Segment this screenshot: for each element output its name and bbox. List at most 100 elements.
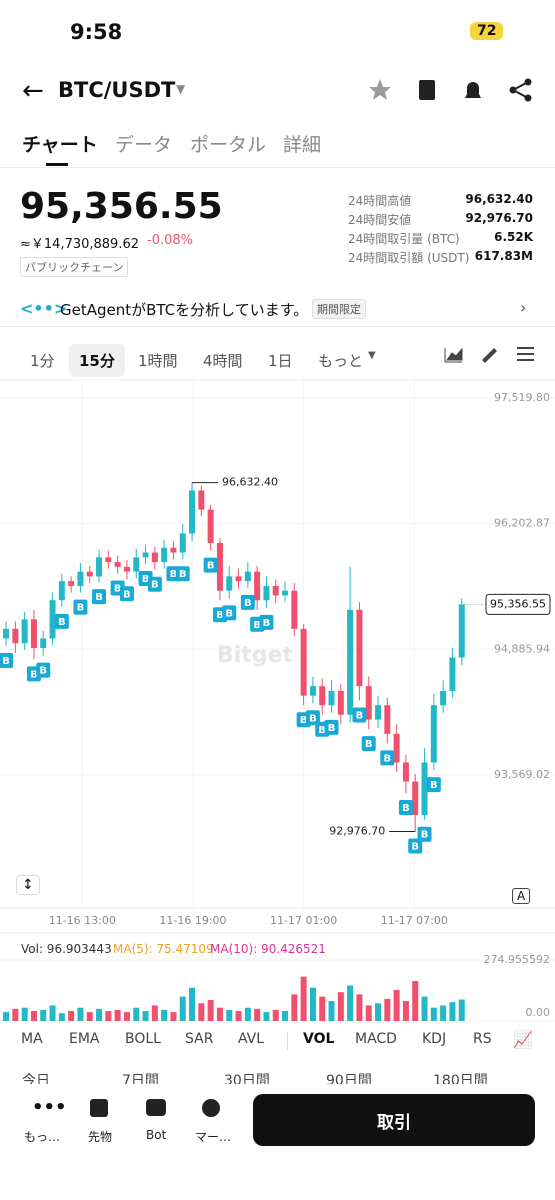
pair-title[interactable]: BTC/USDT [58,78,176,102]
candle-body [440,690,447,706]
marker-box [417,826,432,842]
marker-box [73,599,88,615]
candle-body [96,557,103,577]
stat-label: 24時間安値 [348,213,412,227]
nav-item[interactable]: Bot [146,1128,167,1142]
volume-bar [216,1007,223,1021]
candle-body [151,552,158,563]
volume-bar [77,1007,84,1021]
indicator[interactable]: RS [473,1031,492,1047]
interval[interactable]: 15分 [69,344,125,377]
tab[interactable]: 詳細 [283,134,322,156]
indicator[interactable]: VOL [303,1031,335,1047]
marker-label: B [365,739,373,750]
auto-button[interactable]: A [512,888,531,904]
stat-value: 92,976.70 [465,211,533,225]
volume-bar [30,1011,37,1021]
indicator[interactable]: MA [21,1031,43,1047]
volume-bar [207,999,214,1021]
marker-box [240,594,255,610]
marker-label: B [309,713,317,724]
candle-body [12,628,19,644]
agent-text[interactable]: GetAgentがBTCを分析しています。 [60,301,309,319]
trade-marker: B [0,653,14,669]
trade-marker: B [380,750,395,766]
share-icon[interactable] [509,78,532,102]
volume-bar [105,1011,112,1021]
volume-bar [440,1005,447,1021]
candle-body [40,638,47,648]
low-marker-label: 92,976.70 [329,824,385,837]
divider [0,167,555,168]
volume-bar [319,996,326,1021]
trade-marker: B [222,605,237,621]
candle-body [430,705,437,763]
scale-toggle[interactable]: ↕ [16,875,40,895]
alert-icon[interactable] [465,82,481,98]
indicator[interactable]: EMA [69,1031,100,1047]
volume-bar [365,1005,372,1021]
marker-box [203,557,218,573]
indicator[interactable]: KDJ [422,1031,447,1047]
chart-type-icon[interactable] [444,347,463,363]
pair-dropdown[interactable]: ▼ [176,82,186,96]
settings-icon[interactable] [517,347,534,361]
interval[interactable]: 1日 [268,352,293,370]
tab[interactable]: チャート [22,134,98,156]
candle-body [393,733,400,763]
interval[interactable]: 1分 [30,352,55,370]
candle-body [328,690,335,706]
header-icons [369,78,532,102]
volume-bar [291,994,298,1021]
marker-label: B [151,580,159,591]
trade-button[interactable]: 取引 [253,1094,535,1146]
volume-bar [272,1009,279,1021]
nav-icon [146,1099,166,1116]
interval[interactable]: 1時間 [138,352,178,370]
marker-label: B [263,618,271,629]
back-button[interactable]: ← [22,76,44,106]
volume-bar [282,1011,289,1021]
marker-label: B [356,710,364,721]
nav-item[interactable]: マー… [195,1130,232,1144]
indicator-settings[interactable]: 📈 [513,1030,533,1049]
candle-body [77,571,84,586]
agent-badge: 期間限定 [312,299,366,319]
stat-value: 6.52K [494,230,533,244]
agent-arrow[interactable]: › [520,298,527,317]
interval[interactable]: もっと [318,352,364,370]
nav-item[interactable]: 先物 [88,1130,113,1144]
nav-item[interactable]: もっ… [24,1130,61,1144]
volume-bar [375,1003,382,1021]
chain-tag[interactable]: パブリックチェーン [20,257,129,277]
indicator[interactable]: BOLL [125,1031,161,1047]
interval[interactable]: 4時間 [203,352,243,370]
favorite-icon[interactable] [369,79,391,100]
marker-box [54,613,69,629]
marker-label: B [123,589,131,600]
indicator[interactable]: AVL [238,1031,265,1047]
notes-icon[interactable] [419,80,435,100]
candle-body [254,571,261,601]
candle-body [384,705,391,734]
draw-icon[interactable] [482,348,497,363]
indicator[interactable]: SAR [185,1031,214,1047]
candle-body [207,509,214,543]
y-tick-label: 96,202.87 [494,517,550,530]
marker-box [259,614,274,630]
price-change: -0.08% [147,233,193,248]
indicator[interactable]: MACD [355,1031,397,1047]
candle-body [161,547,168,563]
volume-bar [21,1007,28,1021]
tab[interactable]: ポータル [190,134,267,156]
volume-bar [133,1007,140,1021]
marker-label: B [300,715,308,726]
candle-body [356,609,363,687]
candle-body [142,552,149,558]
x-tick-label: 11-16 19:00 [159,914,226,927]
trade-marker: B [175,566,190,582]
candle-body [449,657,456,691]
tab[interactable]: データ [115,134,173,156]
volume-bar [86,1012,93,1021]
candle-body [30,619,37,648]
